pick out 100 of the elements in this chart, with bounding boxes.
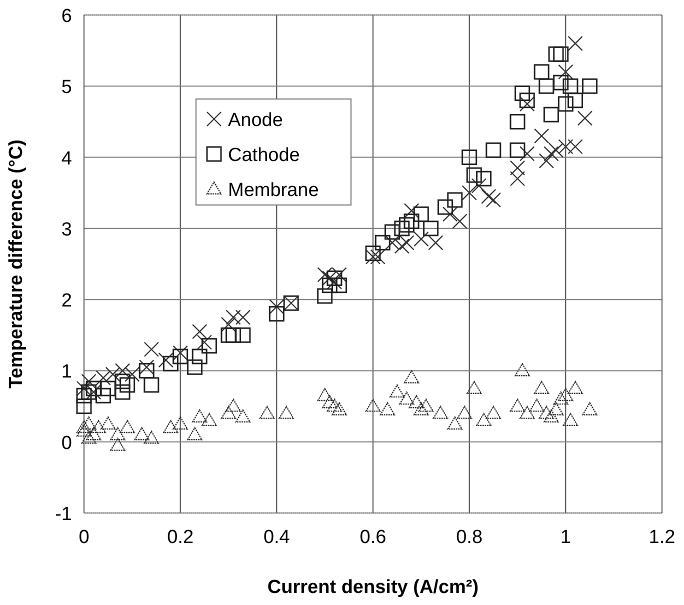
point (163, 420, 178, 434)
point (235, 409, 251, 422)
y-tick-label: 1 (61, 362, 72, 383)
point (192, 409, 208, 422)
point (96, 370, 111, 386)
y-tick-label: 5 (61, 77, 72, 98)
point (120, 377, 136, 393)
point (510, 171, 526, 186)
point (418, 398, 434, 412)
point (558, 139, 574, 154)
point (562, 412, 578, 426)
point (519, 92, 535, 108)
point (81, 430, 96, 444)
point (138, 362, 154, 378)
point (568, 380, 583, 394)
point (332, 402, 347, 416)
x-tick-label: 0.2 (167, 527, 194, 548)
point (365, 249, 381, 264)
point (476, 170, 492, 186)
point (187, 427, 202, 440)
point (110, 427, 126, 440)
point (408, 395, 424, 408)
point (235, 310, 251, 325)
x-tick-label: 1.2 (648, 527, 676, 548)
point (201, 338, 217, 354)
point (534, 380, 550, 394)
x-tick-label: 0.8 (456, 527, 483, 548)
point (144, 430, 160, 444)
y-tick-label: 3 (61, 219, 72, 240)
point (534, 64, 550, 80)
point (268, 306, 284, 322)
point (220, 316, 236, 332)
point (192, 348, 208, 364)
x-tick-label: 1 (560, 527, 571, 548)
point (423, 220, 439, 236)
point (548, 402, 564, 416)
point (529, 398, 544, 412)
point (76, 420, 92, 434)
y-tick-label: -1 (55, 504, 72, 525)
point (384, 224, 400, 240)
point (144, 377, 160, 393)
legend-label: Membrane (228, 180, 319, 201)
point (202, 412, 217, 426)
point (404, 214, 420, 230)
point (544, 146, 559, 162)
point (389, 384, 405, 398)
legend-label: Cathode (228, 145, 300, 166)
point (76, 388, 92, 404)
point (96, 388, 112, 404)
point (226, 310, 241, 325)
point (235, 327, 251, 343)
point (476, 412, 492, 426)
point (577, 110, 593, 126)
point (172, 416, 188, 430)
point (317, 288, 333, 304)
point (76, 398, 92, 414)
point (520, 406, 535, 419)
point (120, 420, 135, 434)
point (544, 409, 559, 422)
point (326, 270, 342, 286)
point (456, 406, 472, 419)
point (568, 139, 583, 154)
point (520, 146, 535, 162)
point (514, 86, 530, 102)
point (486, 406, 502, 419)
point (413, 206, 429, 222)
point (110, 438, 126, 451)
point (162, 356, 178, 372)
y-tick-label: 0 (61, 432, 72, 454)
point (76, 380, 92, 396)
point (548, 46, 564, 62)
point (226, 327, 242, 343)
point (365, 398, 381, 412)
point (394, 238, 410, 254)
point (332, 278, 348, 294)
point (553, 74, 569, 90)
point (520, 96, 535, 112)
y-tick-label: 4 (61, 148, 72, 170)
point (510, 160, 526, 176)
point (568, 36, 583, 52)
point (510, 114, 526, 130)
point (380, 402, 396, 416)
point (582, 402, 598, 416)
legend-label: Anode (228, 110, 283, 131)
point (538, 78, 554, 94)
point (90, 420, 106, 434)
point (582, 78, 598, 94)
point (76, 424, 92, 437)
point (172, 348, 188, 364)
point (259, 406, 275, 419)
point (370, 249, 386, 264)
point (114, 374, 130, 390)
point (543, 106, 559, 122)
point (158, 352, 174, 368)
point (558, 388, 574, 402)
point (398, 217, 414, 233)
x-tick-label: 0.4 (263, 527, 290, 548)
point (100, 380, 116, 396)
x-axis-title: Current density (A/cm²) (267, 577, 479, 598)
point (322, 278, 338, 294)
